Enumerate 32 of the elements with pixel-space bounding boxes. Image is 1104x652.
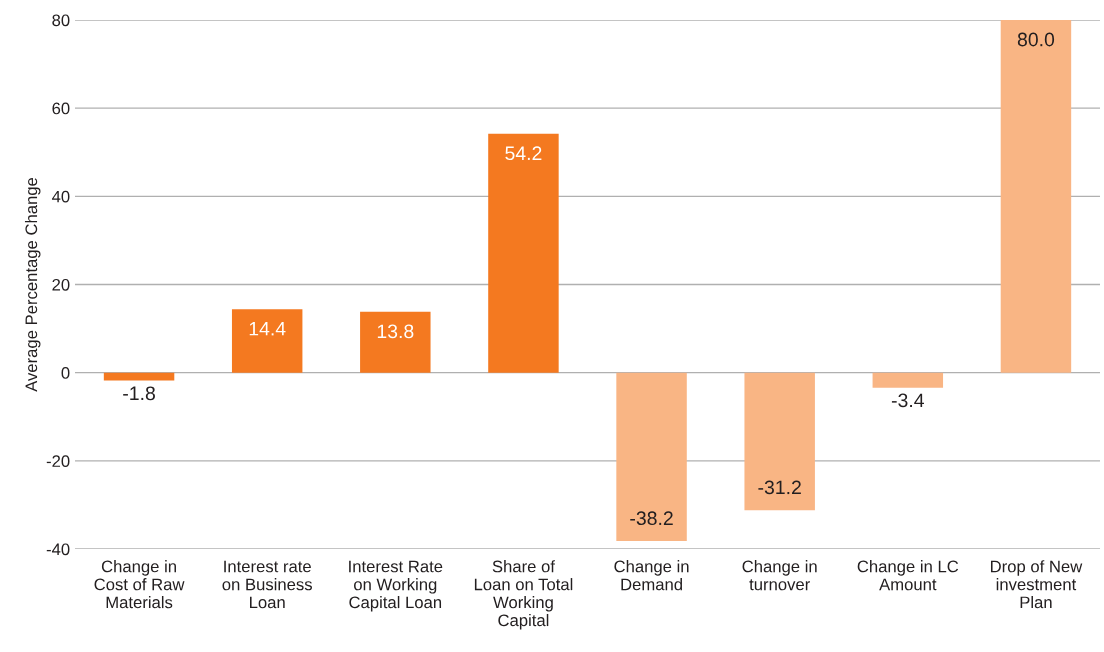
- y-tick-label: -40: [46, 543, 70, 556]
- data-label: -38.2: [630, 511, 673, 526]
- data-label: 54.2: [505, 146, 542, 161]
- y-tick-label: 40: [51, 190, 70, 203]
- bar: [231, 309, 303, 373]
- data-label: -31.2: [758, 480, 801, 495]
- bar: [744, 372, 815, 511]
- x-tick-label: Change in Cost of Raw Materials: [94, 560, 185, 609]
- data-label: 80.0: [1017, 32, 1055, 47]
- bar: [103, 372, 175, 381]
- x-tick-label: Drop of New investment Plan: [990, 560, 1083, 609]
- y-tick-label: -20: [46, 455, 70, 468]
- bar: [872, 372, 944, 388]
- y-tick-label: 60: [52, 102, 70, 115]
- bar: [1000, 20, 1072, 373]
- data-label: -1.8: [123, 386, 155, 401]
- y-tick-label: 80: [52, 14, 70, 27]
- bar: [616, 372, 687, 542]
- x-tick-label: Share of Loan on Total Working Capital: [474, 560, 573, 630]
- x-tick-label: Change in Demand: [614, 560, 689, 591]
- y-tick-label: 20: [52, 278, 70, 291]
- data-label: 13.8: [377, 324, 414, 339]
- x-tick-label: Interest Rate on Working Capital Loan: [349, 560, 443, 612]
- data-label: -3.4: [891, 393, 924, 408]
- y-tick-label: 0: [61, 367, 70, 379]
- bar: [360, 311, 431, 373]
- x-tick-label: Change in LC Amount: [857, 560, 959, 591]
- x-tick-label: Change in turnover: [742, 560, 817, 591]
- y-axis-title: Average Percentage Change: [24, 177, 41, 392]
- bar: [488, 133, 559, 373]
- data-label: 14.4: [249, 322, 286, 336]
- x-tick-label: Interest rate on Business Loan: [222, 560, 312, 609]
